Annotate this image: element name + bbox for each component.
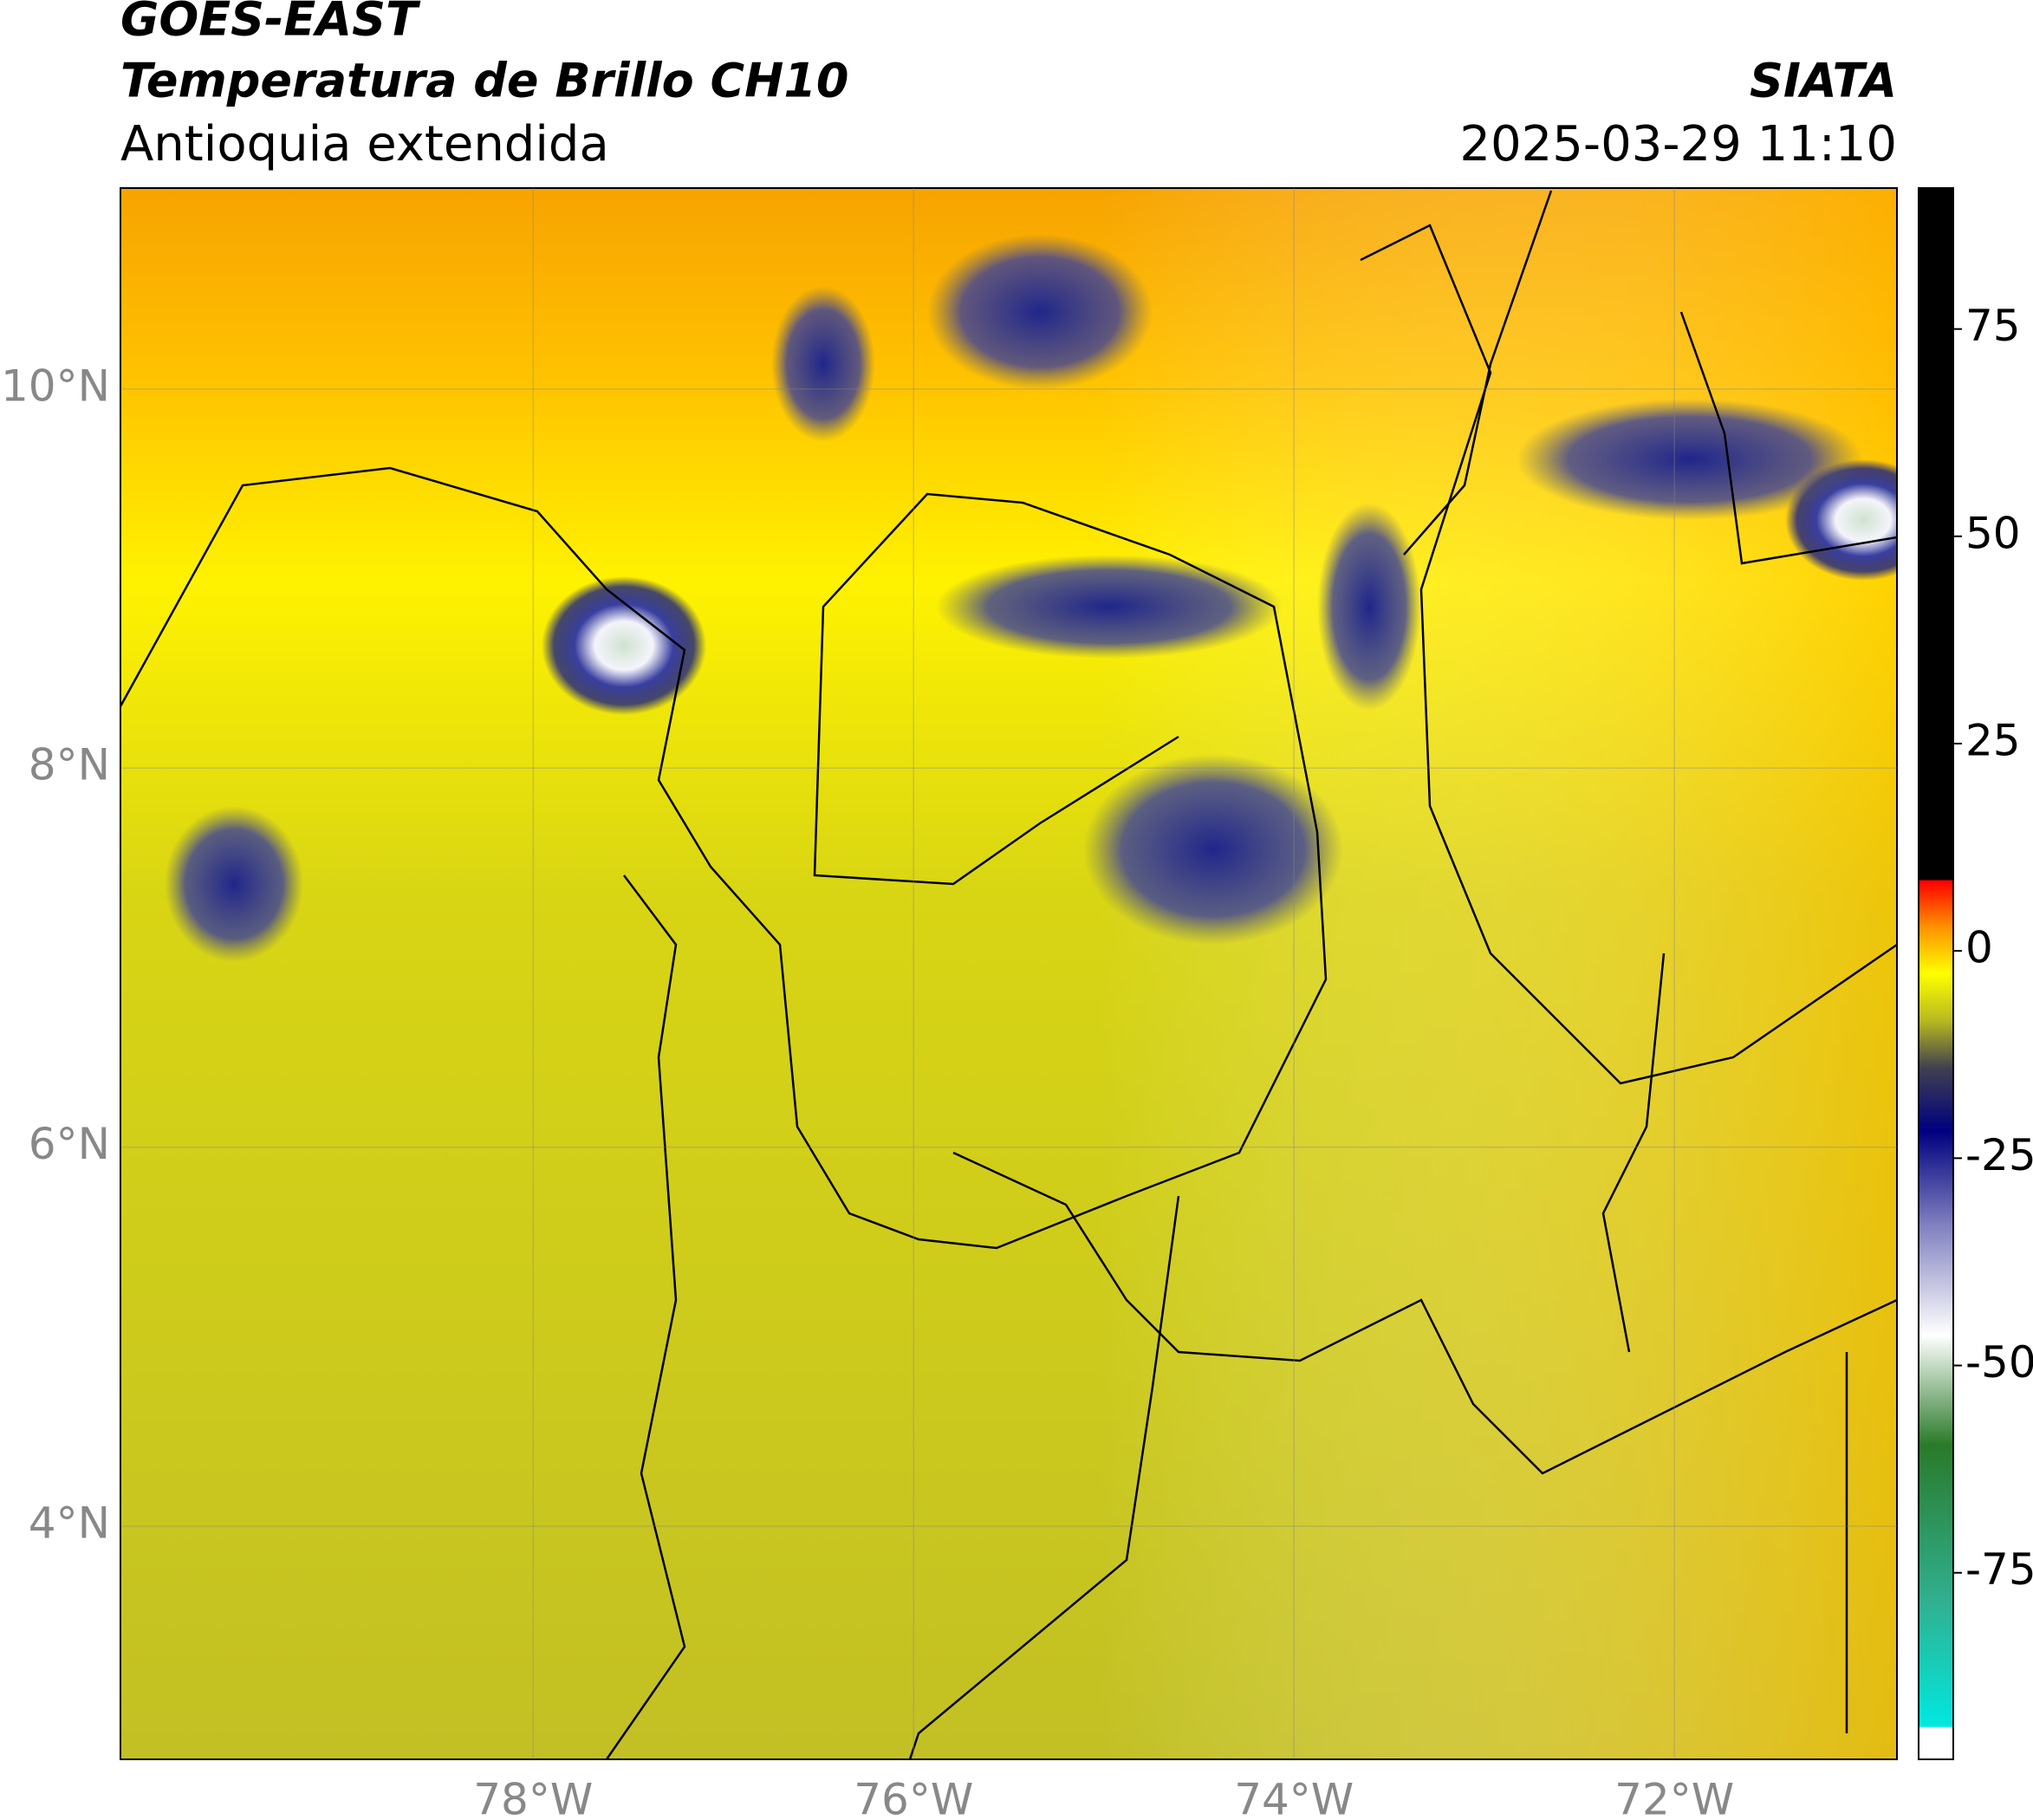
colorbar bbox=[1918, 187, 1954, 1760]
colorbar-tick-label: -25 bbox=[1965, 1130, 2033, 1180]
colorbar-tick-label: 0 bbox=[1965, 923, 1993, 973]
region: Antioquia extendida bbox=[120, 116, 609, 172]
lon-tick-label: 76°W bbox=[854, 1775, 973, 1820]
colorbar-tick-label: -75 bbox=[1965, 1544, 2033, 1595]
map-image bbox=[120, 188, 1897, 1759]
lat-tick-label: 10°N bbox=[1, 361, 110, 411]
lon-tick-label: 74°W bbox=[1234, 1775, 1354, 1820]
colorbar-tick-label: 75 bbox=[1965, 301, 2021, 351]
lat-tick-label: 6°N bbox=[29, 1119, 110, 1169]
lat-tick-label: 8°N bbox=[29, 740, 110, 790]
map-frame bbox=[120, 187, 1898, 1760]
lon-tick-label: 72°W bbox=[1614, 1775, 1734, 1820]
subtitle: Temperatura de Brillo CH10 bbox=[120, 54, 849, 108]
datetime: 2025-03-29 11:10 bbox=[1459, 116, 1897, 172]
lat-tick-label: 4°N bbox=[29, 1498, 110, 1549]
colorbar-tick-label: -50 bbox=[1965, 1337, 2033, 1388]
colorbar-tick-label: 25 bbox=[1965, 716, 2021, 766]
lon-tick-label: 78°W bbox=[473, 1775, 593, 1820]
title: GOES-EAST bbox=[120, 0, 421, 47]
source: SIATA bbox=[1750, 54, 1897, 108]
colorbar-tick-label: 50 bbox=[1965, 508, 2021, 558]
